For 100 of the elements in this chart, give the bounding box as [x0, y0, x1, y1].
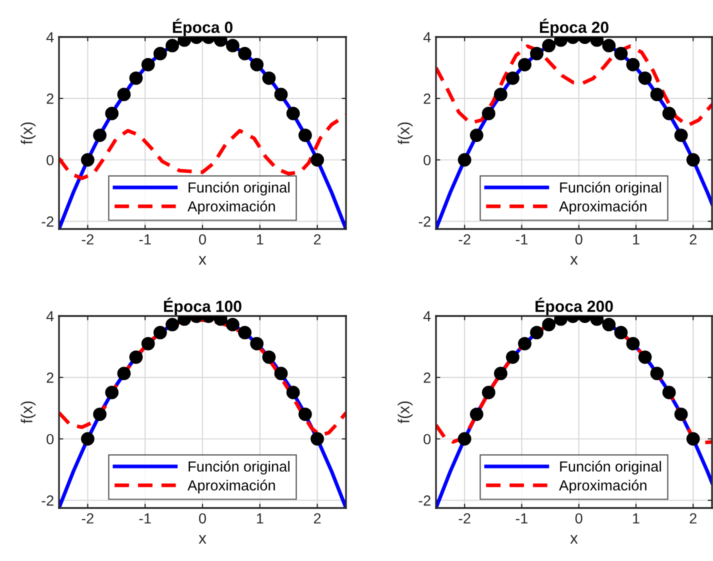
point: [129, 350, 143, 364]
point: [226, 38, 240, 52]
point: [141, 58, 155, 72]
point: [458, 153, 472, 167]
point: [686, 432, 700, 446]
y-tick-label: 2: [424, 372, 430, 383]
point: [166, 38, 180, 52]
y-tick-label: -2: [418, 495, 430, 506]
point: [470, 128, 484, 142]
y-tick-label: 0: [46, 154, 54, 166]
x-tick-label: 0: [575, 234, 582, 245]
point: [105, 106, 119, 120]
point: [250, 58, 264, 72]
legend-label: Aproximación: [559, 480, 646, 494]
x-tick-label: 1: [256, 513, 264, 524]
legend-label: Aproximación: [188, 480, 275, 494]
x-tick-label: -1: [139, 513, 151, 524]
point: [129, 71, 143, 85]
point: [494, 88, 508, 102]
point: [626, 58, 640, 72]
point: [93, 128, 107, 142]
x-tick-label: 0: [199, 234, 206, 245]
y-tick-label: 2: [46, 372, 54, 383]
point: [250, 336, 264, 350]
point: [298, 128, 312, 142]
point: [298, 408, 312, 422]
point: [662, 106, 676, 120]
y-tick-label: 4: [46, 32, 54, 42]
point: [93, 408, 107, 422]
point: [638, 71, 652, 85]
point: [614, 326, 628, 340]
x-axis-title: x: [198, 256, 206, 265]
y-axis-title: f(x): [20, 401, 36, 424]
point: [117, 88, 131, 102]
chart-title: Época 0: [172, 18, 232, 36]
point: [226, 318, 240, 332]
y-axis-title: f(x): [398, 401, 413, 424]
point: [518, 336, 532, 350]
x-tick-label: -2: [82, 234, 94, 244]
point: [542, 38, 556, 52]
point: [638, 350, 652, 364]
x-axis-title: x: [570, 256, 578, 265]
point: [141, 336, 155, 350]
y-tick-label: 0: [424, 434, 431, 444]
point: [518, 58, 532, 72]
point: [482, 386, 496, 400]
point: [286, 386, 300, 400]
point: [506, 350, 520, 364]
y-tick-label: 4: [423, 32, 431, 42]
point: [482, 106, 496, 120]
y-tick-label: 0: [424, 154, 431, 166]
x-tick-label: 1: [633, 513, 640, 524]
point: [238, 46, 252, 60]
point: [674, 128, 688, 142]
y-tick-label: 4: [46, 311, 54, 322]
y-tick-label: -2: [42, 216, 54, 227]
point: [602, 318, 616, 332]
legend-label: Función original: [560, 460, 661, 475]
point: [602, 38, 616, 52]
legend-label: Función original: [188, 182, 290, 196]
point: [238, 326, 252, 340]
point: [674, 408, 688, 422]
point: [117, 366, 131, 380]
x-tick-label: -1: [516, 513, 528, 524]
x-tick-label: 2: [314, 513, 321, 524]
point: [286, 106, 300, 120]
chart-title: Época 100: [164, 298, 242, 316]
chart-title: Época 200: [536, 298, 613, 316]
x-tick-label: -1: [139, 234, 151, 244]
point: [626, 336, 640, 350]
point: [650, 366, 664, 380]
legend-label: Aproximación: [188, 200, 275, 214]
point: [614, 46, 628, 60]
x-tick-label: -2: [458, 513, 470, 524]
chart-title: Época 20: [540, 18, 608, 36]
y-axis-title: f(x): [20, 122, 36, 144]
point: [153, 46, 167, 60]
point: [274, 88, 288, 102]
x-tick-label: 1: [256, 234, 264, 244]
point: [530, 326, 544, 340]
point: [80, 432, 94, 446]
x-tick-label: 0: [199, 513, 206, 524]
legend-label: Aproximación: [559, 200, 646, 214]
point: [274, 366, 288, 380]
point: [262, 350, 276, 364]
point: [310, 432, 324, 446]
x-tick-label: -1: [516, 234, 528, 244]
point: [650, 88, 664, 102]
y-tick-label: 2: [424, 94, 430, 104]
point: [80, 153, 94, 167]
x-tick-label: -2: [82, 513, 94, 524]
y-tick-label: -2: [418, 216, 430, 227]
x-axis-title: x: [198, 535, 206, 544]
point: [262, 71, 276, 85]
point: [310, 153, 324, 167]
point: [686, 153, 700, 167]
x-tick-label: -2: [458, 234, 470, 244]
x-tick-label: 2: [314, 234, 321, 244]
y-tick-label: -2: [42, 495, 54, 506]
x-axis-title: x: [570, 535, 578, 544]
